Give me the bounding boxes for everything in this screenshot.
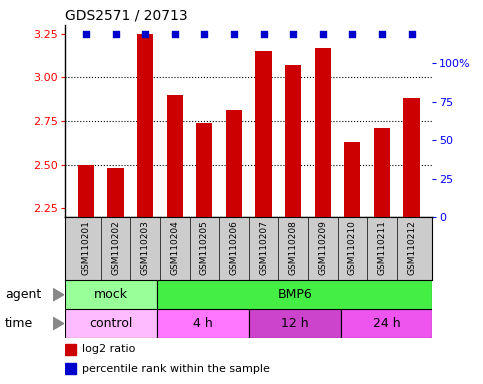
Bar — [157, 280, 432, 309]
Text: 12 h: 12 h — [281, 317, 309, 330]
Bar — [107, 168, 124, 217]
Text: GSM110208: GSM110208 — [289, 220, 298, 275]
Text: 4 h: 4 h — [193, 317, 213, 330]
Point — [349, 31, 356, 37]
Text: log2 ratio: log2 ratio — [82, 344, 135, 354]
Bar — [344, 142, 360, 217]
Bar — [157, 309, 249, 338]
Text: GSM110211: GSM110211 — [377, 220, 386, 275]
Text: GSM110209: GSM110209 — [318, 220, 327, 275]
Text: GSM110207: GSM110207 — [259, 220, 268, 275]
Point — [112, 31, 119, 37]
Point — [260, 31, 268, 37]
Text: time: time — [5, 317, 33, 330]
Text: GDS2571 / 20713: GDS2571 / 20713 — [65, 8, 188, 22]
Point — [230, 31, 238, 37]
Text: GSM110203: GSM110203 — [141, 220, 150, 275]
Point — [289, 31, 297, 37]
Bar — [314, 48, 331, 217]
Bar — [256, 51, 272, 217]
Bar — [65, 280, 157, 309]
Text: GSM110212: GSM110212 — [407, 220, 416, 275]
Bar — [65, 363, 76, 374]
Bar — [65, 344, 76, 355]
Text: GSM110205: GSM110205 — [200, 220, 209, 275]
Polygon shape — [53, 289, 64, 301]
Bar — [65, 309, 157, 338]
Text: BMP6: BMP6 — [277, 288, 312, 301]
Bar — [78, 165, 94, 217]
Point — [82, 31, 90, 37]
Point — [378, 31, 386, 37]
Point — [171, 31, 179, 37]
Bar — [196, 123, 213, 217]
Point — [141, 31, 149, 37]
Bar — [226, 111, 242, 217]
Text: control: control — [89, 317, 133, 330]
Text: 24 h: 24 h — [372, 317, 400, 330]
Point — [408, 31, 415, 37]
Text: agent: agent — [5, 288, 41, 301]
Bar — [403, 98, 420, 217]
Point — [200, 31, 208, 37]
Text: mock: mock — [94, 288, 128, 301]
Bar — [167, 95, 183, 217]
Text: GSM110202: GSM110202 — [111, 220, 120, 275]
Point — [319, 31, 327, 37]
Polygon shape — [53, 317, 64, 329]
Bar — [285, 65, 301, 217]
Text: GSM110206: GSM110206 — [229, 220, 239, 275]
Text: percentile rank within the sample: percentile rank within the sample — [82, 364, 270, 374]
Bar — [249, 309, 341, 338]
Bar — [374, 128, 390, 217]
Bar — [341, 309, 432, 338]
Bar — [137, 34, 153, 217]
Text: GSM110201: GSM110201 — [82, 220, 90, 275]
Text: GSM110204: GSM110204 — [170, 220, 179, 275]
Text: GSM110210: GSM110210 — [348, 220, 357, 275]
